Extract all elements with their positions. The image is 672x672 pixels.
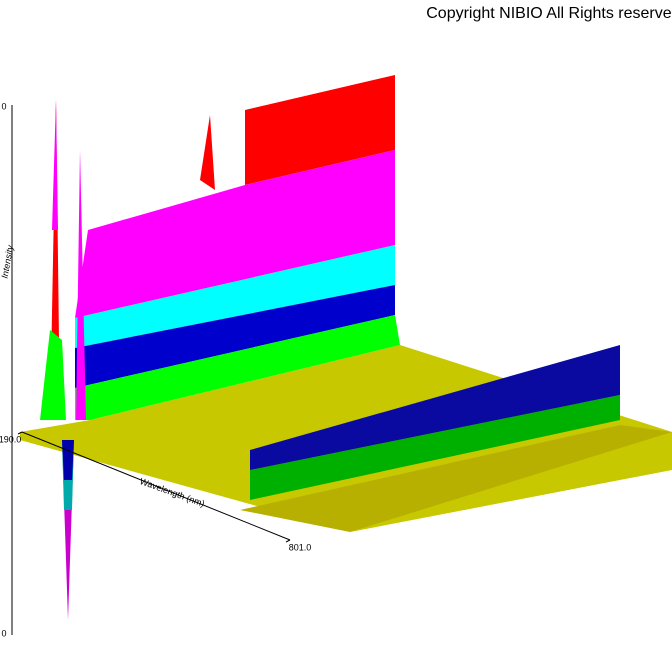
edge-label: 0 bbox=[1, 101, 6, 111]
x-tick bbox=[285, 539, 291, 543]
x-tick bbox=[17, 431, 23, 435]
y-axis-label: Intensity bbox=[0, 244, 15, 279]
edge-label: 0 bbox=[1, 628, 6, 638]
surface bbox=[20, 75, 672, 620]
copyright: Copyright NIBIO All Rights reserved. bbox=[426, 5, 672, 22]
x-axis-line bbox=[21, 431, 291, 541]
x-tick-label: 190.0 bbox=[0, 434, 21, 444]
x-tick-label: 801.0 bbox=[289, 542, 312, 552]
